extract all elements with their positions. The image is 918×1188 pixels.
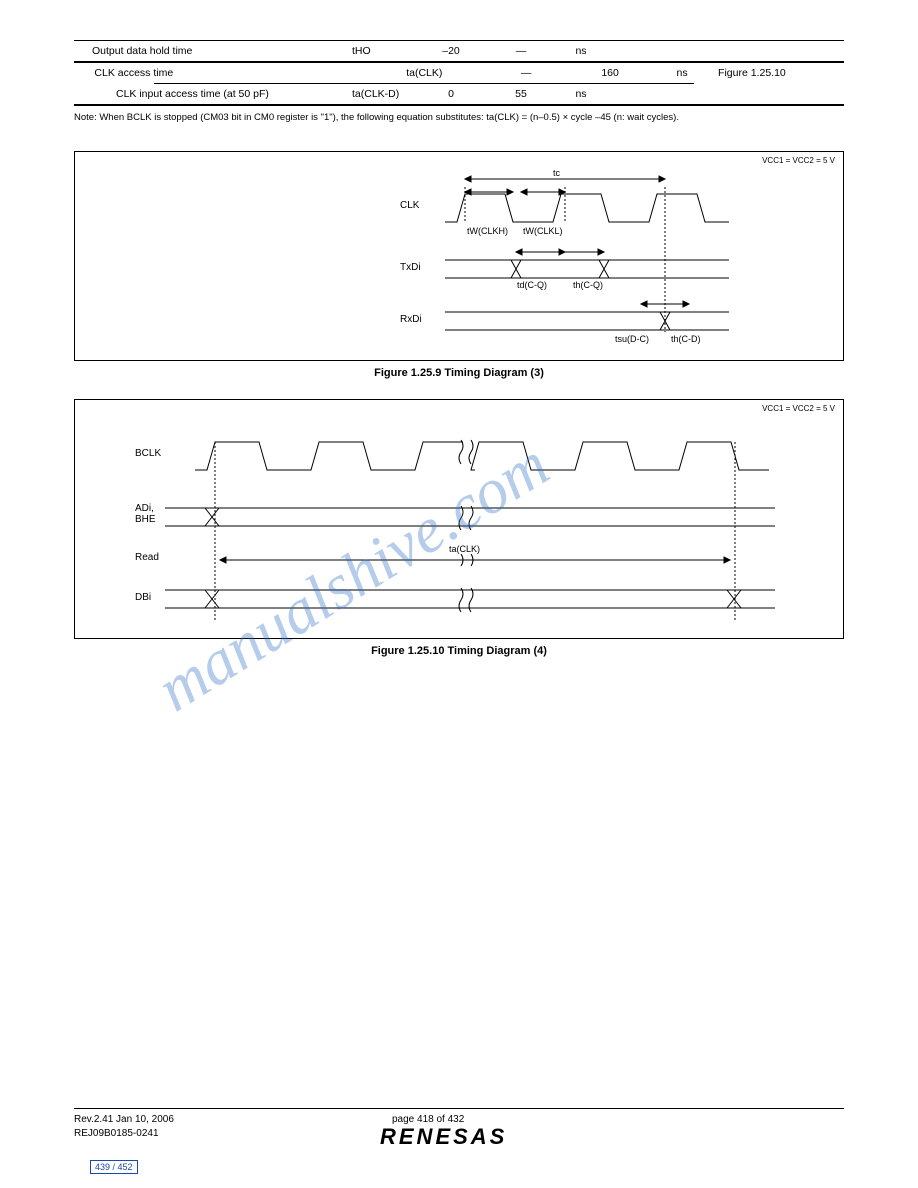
page-link[interactable]: 439 / 452 (90, 1160, 138, 1174)
footer-doc: REJ09B0185-0241 (74, 1128, 159, 1139)
cell-figref: Figure 1.25.10 (712, 63, 844, 83)
table-row: CLK access time ta(CLK) — 160 ns Figure … (74, 63, 844, 83)
timing-diagram-2: VCC1 = VCC2 = 5 V (74, 399, 844, 639)
timing-diagram-1: VCC1 = VCC2 = 5 V (74, 151, 844, 361)
cell-unit: ns (652, 63, 712, 83)
table-row: CLK input access time (at 50 pF) ta(CLK-… (74, 84, 844, 104)
rxd-label: RxDi (400, 314, 422, 325)
bclk-label: BCLK (135, 448, 161, 459)
page-content: Output data hold time tHO –20 — ns CLK a… (74, 40, 844, 657)
table-note: Note: When BCLK is stopped (CM03 bit in … (74, 112, 844, 123)
figure-2-caption: Figure 1.25.10 Timing Diagram (4) (74, 645, 844, 657)
twh-lbl: tW(CLKH) (467, 226, 508, 236)
data-label: DBi (135, 592, 151, 603)
tdc-lbl: td(C-Q) (517, 280, 547, 290)
addr-label: ADi, BHE (135, 503, 156, 525)
cell-symbol: ta(CLK) (400, 63, 484, 83)
cell-unit: ns (556, 41, 606, 61)
table-row: Output data hold time tHO –20 — ns (74, 41, 844, 61)
figure-1-caption: Figure 1.25.9 Timing Diagram (3) (74, 367, 844, 379)
taclk-lbl: ta(CLK) (445, 544, 484, 554)
cell-item: CLK access time (88, 63, 400, 83)
cell-max: 160 (568, 63, 652, 83)
read-label: Read (135, 552, 159, 563)
cell-min: 0 (416, 84, 486, 104)
cell-item: Output data hold time (86, 41, 346, 61)
twl-lbl: tW(CLKL) (523, 226, 563, 236)
cell-max: — (486, 41, 556, 61)
cell-min: –20 (416, 41, 486, 61)
cell-item: CLK input access time (at 50 pF) (86, 84, 346, 104)
cell-unit: ns (556, 84, 606, 104)
footer-rule (74, 1108, 844, 1109)
cell-min: — (484, 63, 568, 83)
footer-rev: Rev.2.41 Jan 10, 2006 (74, 1114, 174, 1125)
tsu-lbl: tsu(D-C) (615, 334, 649, 344)
clk-label: CLK (400, 200, 419, 211)
cell-max: 55 (486, 84, 556, 104)
cell-symbol: tHO (346, 41, 416, 61)
timing-svg-2 (75, 400, 845, 640)
spec-table: Output data hold time tHO –20 — ns CLK a… (74, 40, 844, 123)
thcd-lbl: th(C-D) (671, 334, 701, 344)
tc-lbl: tc (553, 168, 560, 178)
txd-label: TxDi (400, 262, 421, 273)
timing-svg-1 (75, 152, 845, 362)
thc-lbl: th(C-Q) (573, 280, 603, 290)
cell-symbol: ta(CLK-D) (346, 84, 416, 104)
renesas-logo: RENESAS (380, 1124, 507, 1150)
